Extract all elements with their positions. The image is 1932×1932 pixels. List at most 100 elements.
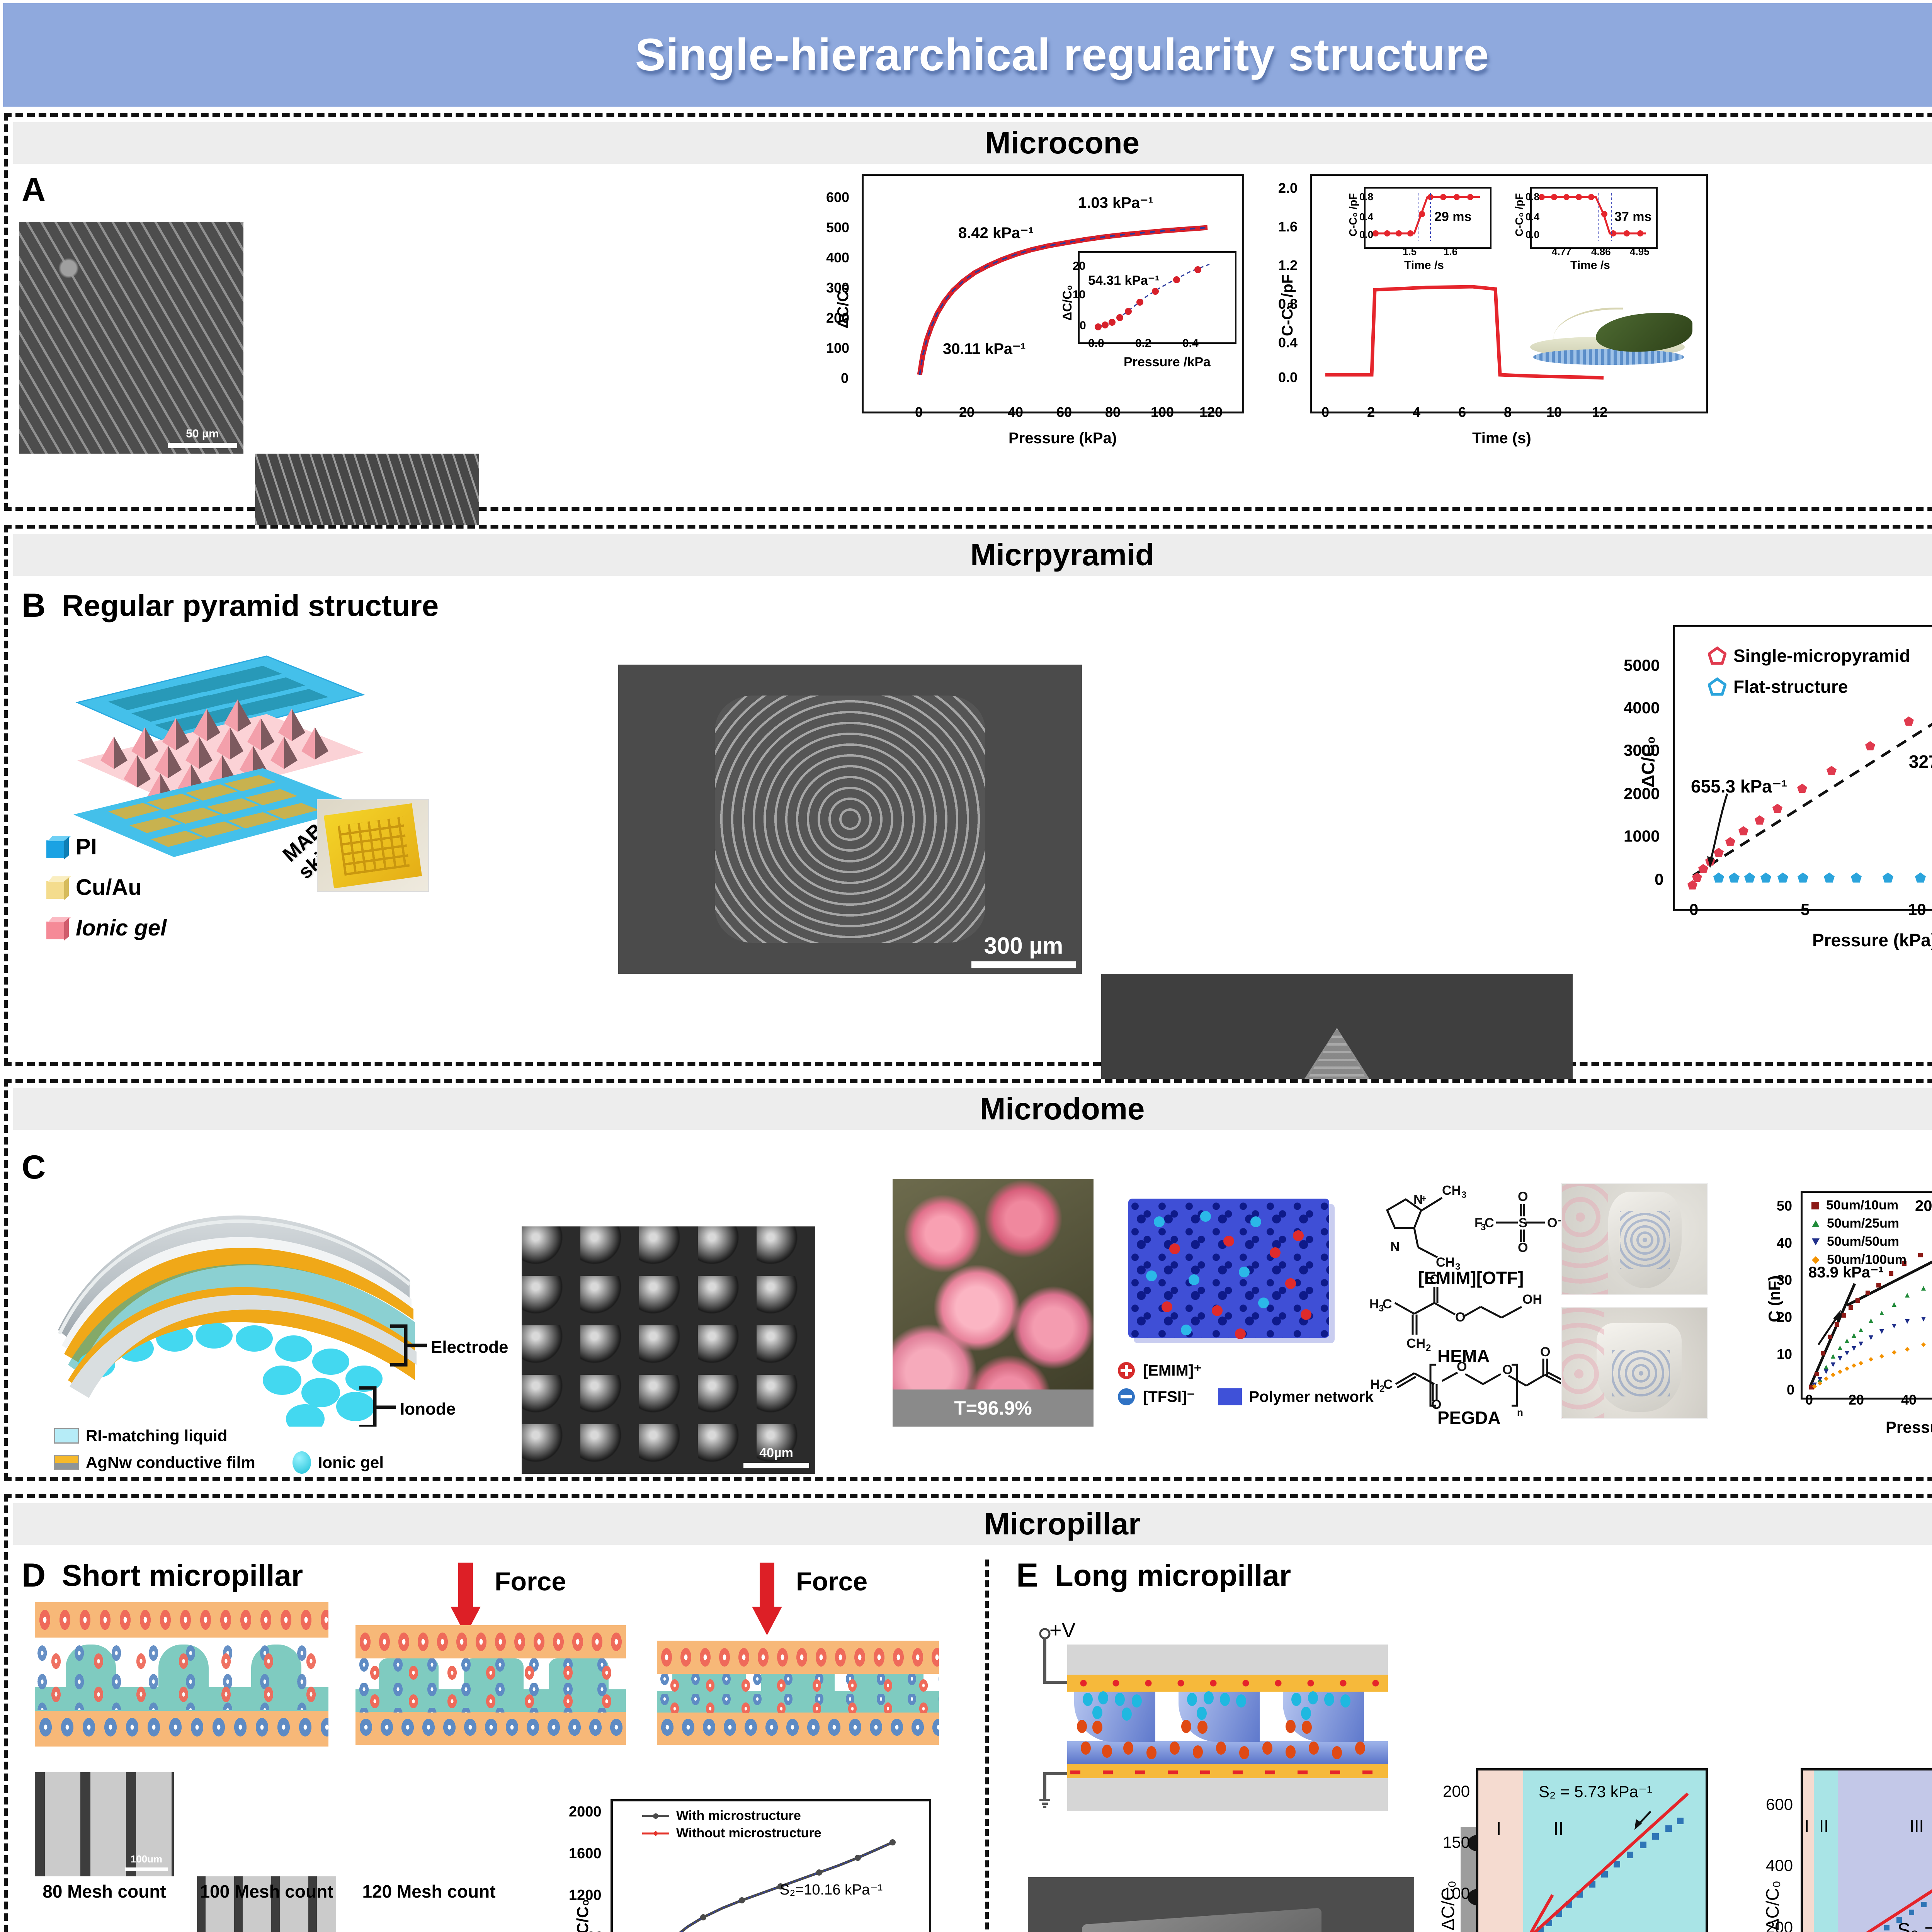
inset-fall-curve (1539, 193, 1646, 241)
mesh-image-80: 100um (35, 1772, 174, 1876)
chart-legend-panelD: With microstructure Without microstructu… (642, 1808, 821, 1841)
chart-panelA-inset-fall: C-C₀ /pF 0.8 0.4 0.0 4.77 4.86 4.95 Time… (1513, 187, 1658, 272)
legend-label: Ionic gel (318, 1453, 384, 1471)
mesh-label-80: 80 Mesh count (43, 1881, 166, 1901)
region-band-II (1523, 1770, 1706, 1932)
legend-label: [TFSI]⁻ (1143, 1388, 1195, 1405)
y-tick: 400 (826, 250, 850, 265)
legend-label: 50um/50um (1827, 1234, 1900, 1249)
x-tick: 20 (1849, 1392, 1864, 1408)
chart-E-full-svg (1866, 1889, 1932, 1932)
svg-text:3: 3 (1461, 1190, 1466, 1200)
mesh-label-100: 100 Mesh count (200, 1881, 333, 1901)
chart-microstructure-svg (679, 1839, 896, 1932)
section-micrpyramid: Micrpyramid B Regular pyramid structure (4, 525, 1932, 1283)
inset-y-tick: 0.4 (1359, 211, 1374, 223)
inset-y-tick: 0.8 (1526, 191, 1540, 202)
legend-label: Flat-structure (1733, 677, 1848, 697)
legend-item-ri-liquid: RI-matching liquid (54, 1427, 384, 1445)
svg-text:n: n (1517, 1406, 1523, 1418)
y-tick: 600 (826, 189, 850, 205)
color-swatch (54, 1428, 79, 1444)
chart-panelC: C (nF) Pressure (kPa) 50 40 30 20 10 0 0… (1765, 1191, 1932, 1436)
svg-text:2: 2 (1379, 1384, 1384, 1394)
section-microdome: Microdome C (4, 1079, 1932, 1481)
legend-item-tfsi: [TFSI]⁻ Polymer network (1117, 1387, 1374, 1406)
svg-text:C: C (1383, 1377, 1393, 1392)
x-tick: 4 (1413, 404, 1421, 420)
device-photo (317, 799, 429, 892)
scale-bar-label: 40µm (743, 1446, 809, 1468)
chart-panelA-response: C-C₀ /pF Time (s) 2.0 1.6 1.2 0.8 0.4 0.… (1278, 174, 1708, 447)
inset-y-tick: 10 (1073, 288, 1086, 301)
inset-x-axis-label: Time /s (1570, 259, 1610, 272)
cube-icon (46, 876, 71, 900)
chart-capacitance-svg (1808, 1253, 1932, 1389)
chart-annotation: S₂=10.16 kPa⁻¹ (780, 1882, 883, 1898)
region-band-I (1803, 1770, 1814, 1932)
leaf-sensor-illustration (1526, 301, 1692, 375)
svg-text:F: F (1475, 1216, 1483, 1230)
chart-legend-panelC: 50um/10um 50um/25um 50um/50um 50um/100um (1811, 1198, 1906, 1267)
y-tick: 300 (826, 280, 850, 296)
region-label-II: II (1553, 1819, 1564, 1839)
panel-divider (985, 1560, 989, 1932)
section-header-micropillar: Micropillar (13, 1503, 1932, 1545)
circle-plus-icon (1118, 1362, 1135, 1379)
legend-panelC: RI-matching liquid AgNw conductive film … (54, 1427, 384, 1474)
page-title: Single-hierarchical regularity structure (635, 29, 1490, 80)
chart-E-low-svg (1529, 1793, 1689, 1932)
mesh-label-120: 120 Mesh count (362, 1881, 496, 1901)
legend-item-50-50: 50um/50um (1811, 1234, 1906, 1249)
svg-text:O: O (1518, 1240, 1528, 1255)
x-tick: 6 (1458, 404, 1466, 420)
cube-icon (46, 835, 71, 859)
y-tick: 200 (826, 310, 850, 326)
force-label-1: Force (495, 1567, 566, 1596)
y-tick: 0.0 (1278, 369, 1298, 385)
region-band-III (1838, 1770, 1932, 1932)
callout-electrode: Electrode (431, 1338, 509, 1357)
inset-x-tick: 4.95 (1630, 246, 1650, 257)
svg-text:C: C (1383, 1297, 1392, 1311)
circle-minus-icon (1118, 1388, 1135, 1405)
svg-text:O: O (1431, 1397, 1441, 1412)
legend-label: Cu/Au (76, 875, 142, 900)
chart-annotation: 20.4 kPa⁻¹ (1915, 1197, 1932, 1214)
section-header-micrpyramid: Micrpyramid (13, 534, 1932, 576)
ion-dots (1146, 1211, 1311, 1339)
svg-text:H: H (1369, 1297, 1379, 1311)
y-tick: 0 (841, 370, 849, 386)
chart-panelD: ΔC/C₀ Pressure (kPa) 2000 1600 1200 800 … (569, 1799, 931, 1932)
inset-x-tick: 1.6 (1444, 246, 1458, 257)
section-heading-label: Micropillar (984, 1507, 1141, 1541)
legend-label: AgNw conductive film (86, 1453, 255, 1471)
svg-text:O: O (1430, 1272, 1440, 1287)
region-label-II: II (1819, 1817, 1829, 1836)
svg-text:O: O (1540, 1345, 1550, 1359)
transmittance-label: T=96.9% (954, 1397, 1032, 1419)
y-tick: 1000 (1624, 827, 1660, 845)
y-tick: 200 (1766, 1918, 1793, 1932)
triangle-up-marker-icon (1812, 1220, 1820, 1227)
chart-x-axis-label: Pressure (kPa) (1886, 1418, 1932, 1436)
color-swatch (54, 1455, 79, 1470)
y-tick: 1600 (569, 1845, 602, 1862)
svg-text:H: H (1370, 1377, 1380, 1392)
y-tick: 0.8 (1278, 296, 1298, 312)
inset-x-axis-label: Pressure /kPa (1124, 355, 1211, 369)
section-heading-label: Microdome (980, 1092, 1145, 1126)
legend-polymer: [EMIM]⁺ [TFSI]⁻ Polymer network (1117, 1361, 1374, 1406)
force-label-2: Force (796, 1567, 868, 1596)
schematic-microdome-device: Electrode Ionode (50, 1164, 509, 1434)
region-label-I: I (1496, 1819, 1502, 1839)
legend-item-with-microstructure: With microstructure (642, 1808, 821, 1823)
panel-subtitle-d: Short micropillar (62, 1558, 303, 1592)
svg-text:C: C (1485, 1216, 1494, 1230)
chart-annotation: 83.9 kPa⁻¹ (1808, 1264, 1884, 1281)
y-tick: 0.4 (1278, 335, 1298, 350)
svg-text:N: N (1390, 1240, 1400, 1254)
chart-panelA-inset: ΔC/C₀ Pressure /kPa 20 10 0 0.0 0.2 0.4 … (1060, 251, 1236, 369)
svg-text:CH: CH (1406, 1336, 1425, 1351)
